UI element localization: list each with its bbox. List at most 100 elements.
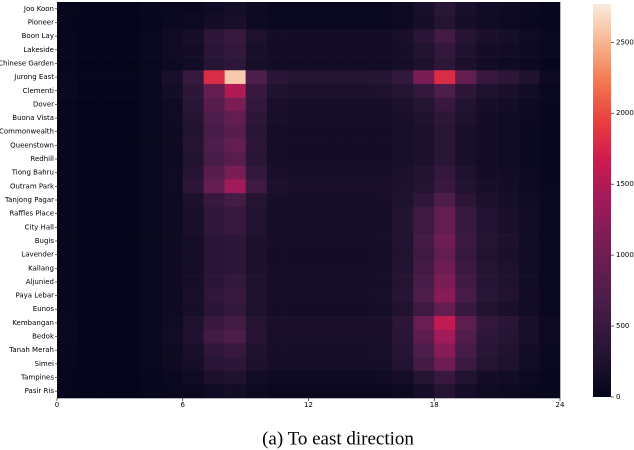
heatmap-cell	[182, 83, 205, 98]
heatmap-cell	[518, 179, 540, 194]
heatmap-cell	[203, 302, 225, 317]
heatmap-cell	[518, 152, 540, 167]
heatmap-cell	[476, 42, 498, 57]
heatmap-cell	[182, 138, 205, 153]
heatmap-cell	[245, 70, 267, 85]
heatmap-cell	[140, 124, 163, 139]
heatmap-cell	[98, 370, 121, 385]
heatmap-cell	[413, 152, 435, 167]
heatmap-cell	[119, 179, 142, 194]
heatmap-cell	[119, 329, 142, 344]
heatmap-cell	[392, 124, 414, 139]
heatmap-cell	[434, 302, 456, 317]
heatmap-cell	[455, 56, 477, 71]
heatmap-cell	[371, 83, 393, 98]
heatmap-cell	[266, 275, 288, 290]
heatmap-cell	[476, 179, 498, 194]
heatmap-cell	[77, 29, 100, 44]
heatmap-cell	[287, 56, 309, 71]
heatmap-cell	[371, 234, 393, 249]
heatmap-cell	[224, 42, 246, 57]
heatmap-cell	[98, 2, 121, 16]
heatmap-cell	[224, 206, 246, 221]
heatmap-cell	[77, 206, 100, 221]
heatmap-cell	[371, 56, 393, 71]
heatmap-cell	[455, 97, 477, 112]
heatmap-cell	[392, 193, 414, 208]
heatmap-cell	[392, 302, 414, 317]
heatmap-cell	[392, 165, 414, 180]
heatmap-cell	[245, 15, 267, 30]
heatmap-cell	[57, 329, 79, 344]
heatmap-cell	[245, 124, 267, 139]
heatmap-cell	[329, 384, 351, 399]
heatmap-cell	[434, 275, 456, 290]
heatmap-cell	[518, 343, 540, 358]
heatmap-cell	[455, 357, 477, 371]
heatmap-cell	[266, 384, 288, 399]
heatmap-cell	[119, 97, 142, 112]
heatmap-cell	[413, 15, 435, 30]
heatmap-cell	[77, 138, 100, 153]
heatmap-cell	[455, 29, 477, 44]
heatmap-cell	[161, 97, 184, 112]
heatmap-cell	[287, 138, 309, 153]
heatmap-cell	[350, 261, 372, 276]
heatmap-cell	[497, 220, 519, 235]
heatmap-cell	[224, 179, 246, 194]
heatmap-cell	[329, 138, 351, 153]
y-tick-label: Jurong East	[13, 73, 54, 81]
heatmap-cell	[497, 275, 519, 290]
y-tick-label: Queenstown	[10, 141, 54, 149]
heatmap-cell	[140, 2, 163, 16]
heatmap-cell	[119, 302, 142, 317]
heatmap-cell	[413, 384, 435, 399]
heatmap-cell	[308, 261, 330, 276]
y-tick-label: Kallang	[28, 264, 54, 272]
heatmap-cell	[224, 357, 246, 371]
heatmap-cell	[287, 275, 309, 290]
heatmap-cell	[371, 29, 393, 44]
heatmap-cell	[98, 179, 121, 194]
heatmap-cell	[518, 15, 540, 30]
heatmap-cell	[98, 343, 121, 358]
heatmap-cell	[287, 370, 309, 385]
heatmap-cell	[476, 193, 498, 208]
y-tick-label: Bedok	[32, 333, 55, 341]
heatmap-cell	[371, 124, 393, 139]
heatmap-cell	[98, 152, 121, 167]
heatmap-cell	[371, 70, 393, 85]
heatmap-cell	[455, 15, 477, 30]
heatmap-cell	[392, 343, 414, 358]
heatmap-cell	[413, 302, 435, 317]
colorbar-tick-label: 0	[616, 393, 620, 401]
heatmap-cell	[371, 261, 393, 276]
heatmap-cell	[266, 124, 288, 139]
heatmap-cell	[497, 56, 519, 71]
heatmap-cell	[434, 220, 456, 235]
heatmap-cell	[119, 83, 142, 98]
heatmap-cell	[119, 384, 142, 399]
heatmap-cell	[497, 234, 519, 249]
heatmap-cell	[224, 70, 246, 85]
heatmap-cell	[413, 138, 435, 153]
heatmap-cell	[350, 179, 372, 194]
heatmap-cell	[392, 70, 414, 85]
heatmap-cell	[203, 111, 225, 126]
heatmap-cell	[350, 56, 372, 71]
y-tick-label: Tanah Merah	[8, 346, 54, 354]
heatmap-cell	[476, 357, 498, 371]
heatmap-cell	[98, 70, 121, 85]
heatmap-cell	[119, 111, 142, 126]
heatmap-cell	[182, 2, 205, 16]
heatmap-cell	[308, 2, 330, 16]
heatmap-cell	[266, 42, 288, 57]
heatmap-cell	[392, 206, 414, 221]
heatmap-cell	[518, 370, 540, 385]
heatmap-cell	[434, 165, 456, 180]
heatmap-cell	[350, 329, 372, 344]
heatmap-cell	[413, 56, 435, 71]
heatmap-cell	[266, 370, 288, 385]
heatmap-cell	[245, 56, 267, 71]
heatmap-cell	[77, 302, 100, 317]
